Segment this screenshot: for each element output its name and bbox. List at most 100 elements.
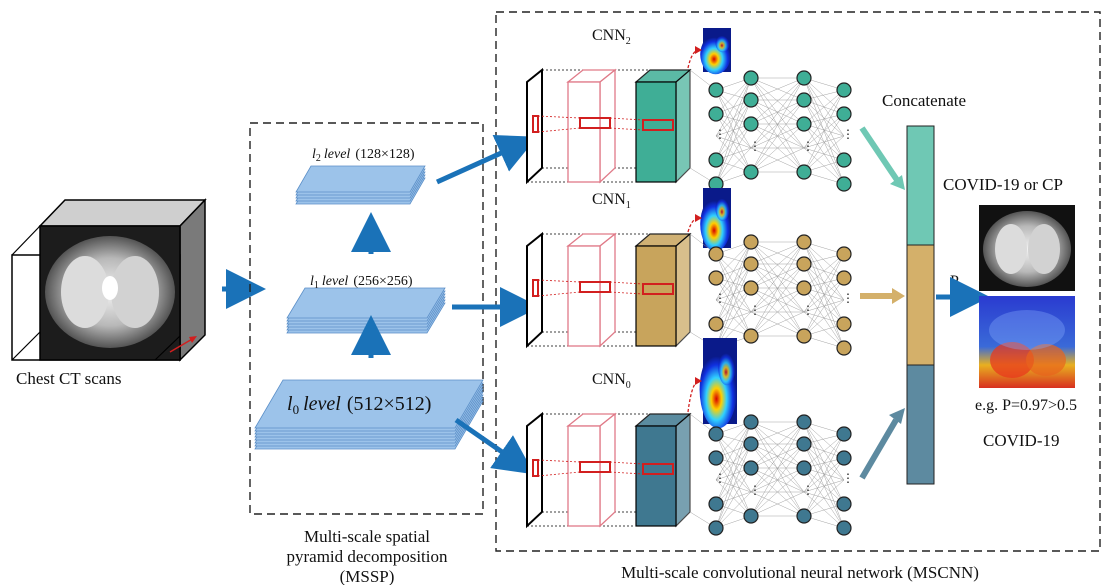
neuron-node	[836, 340, 852, 356]
kernel-box	[642, 463, 674, 475]
ellipsis: ⋮	[749, 483, 761, 497]
output-result: COVID-19	[983, 431, 1060, 450]
neuron-node	[743, 256, 759, 272]
output-ct-image	[979, 205, 1075, 291]
mssp-caption-2: pyramid decomposition	[286, 547, 448, 566]
input-label: Chest CT scans	[16, 369, 121, 388]
slice-direction-arrow	[169, 337, 195, 353]
neuron-node	[836, 316, 852, 332]
neuron-node	[796, 70, 812, 86]
pyramid-level-0-stack	[254, 379, 484, 450]
kernel-projection	[537, 279, 644, 297]
kernel-box	[532, 115, 539, 133]
concatenate-label: Concatenate	[882, 91, 966, 110]
level-1-label: l1 level (256×256)	[310, 274, 413, 291]
neuron-node	[796, 92, 812, 108]
neuron-node	[836, 106, 852, 122]
neuron-node	[743, 70, 759, 86]
neuron-node	[836, 176, 852, 192]
neuron-node	[743, 436, 759, 452]
ellipsis: ⋮	[714, 127, 726, 141]
ellipsis: ⋮	[749, 139, 761, 153]
neuron-node	[743, 460, 759, 476]
neuron-node	[836, 82, 852, 98]
concat-segment-cnn1	[906, 244, 935, 366]
neuron-node	[743, 280, 759, 296]
cnn2-dense-network: ⋮ ⋮ ⋮ ⋮	[689, 69, 854, 192]
branch-cnn1: CNN1 ⋮ ⋮ ⋮ ⋮	[526, 188, 854, 356]
branch-cnn0: CNN0 ⋮ ⋮ ⋮ ⋮	[526, 338, 854, 536]
kernel-box	[579, 461, 611, 473]
cnn1-dense-network: ⋮ ⋮ ⋮ ⋮	[689, 233, 854, 356]
neuron-node	[708, 82, 724, 98]
kernel-projection	[537, 459, 644, 477]
neuron-node	[796, 280, 812, 296]
pyramid-slice	[286, 287, 446, 319]
neuron-node	[836, 246, 852, 262]
neuron-node	[796, 414, 812, 430]
mssp-caption-3: (MSSP)	[340, 567, 395, 585]
pyramid-level-1-stack	[286, 287, 446, 334]
cnn2-conv-block	[634, 68, 692, 184]
neuron-node	[708, 520, 724, 536]
ellipsis: ⋮	[802, 139, 814, 153]
cnn1-feature-map	[566, 232, 617, 348]
cnn0-heatmap	[699, 338, 737, 429]
cnn0-input-slice	[526, 411, 650, 529]
neuron-node	[743, 92, 759, 108]
cnn2-feature-map	[566, 68, 617, 184]
p-label: P	[950, 273, 959, 290]
neuron-node	[708, 152, 724, 168]
kernel-box	[579, 117, 611, 129]
ellipsis: ⋮	[802, 303, 814, 317]
neuron-node	[708, 246, 724, 262]
kernel-box	[642, 119, 674, 131]
mssp-caption-1: Multi-scale spatial	[304, 527, 430, 546]
kernel-box	[579, 281, 611, 293]
neuron-node	[743, 414, 759, 430]
neuron-node	[743, 328, 759, 344]
neuron-node	[708, 496, 724, 512]
cnn0-label: CNN0	[592, 371, 631, 391]
output-title: COVID-19 or CP	[943, 175, 1063, 194]
neuron-node	[743, 164, 759, 180]
l0-to-cnn0-arrow	[454, 417, 535, 475]
ellipsis: ⋮	[802, 483, 814, 497]
level-2-label: l2 level (128×128)	[312, 147, 415, 164]
concat-segment-cnn2	[906, 125, 935, 246]
neuron-node	[796, 164, 812, 180]
cnn0-conv-block	[634, 412, 692, 528]
neuron-node	[796, 256, 812, 272]
neuron-node	[836, 270, 852, 286]
cnn2-to-concat-arrow	[859, 126, 900, 182]
neuron-node	[836, 152, 852, 168]
neuron-node	[796, 328, 812, 344]
kernel-box	[532, 459, 539, 477]
neuron-node	[836, 450, 852, 466]
kernel-box	[642, 283, 674, 295]
pyramid-slice	[295, 165, 426, 193]
cnn1-input-slice	[526, 231, 650, 349]
example-probability: e.g. P=0.97>0.5	[975, 397, 1077, 414]
level-0-label: l0 level (512×512)	[287, 393, 431, 417]
neuron-node	[796, 460, 812, 476]
pyramid-level-2-stack	[295, 165, 426, 205]
neuron-node	[836, 496, 852, 512]
neuron-node	[708, 106, 724, 122]
ellipsis: ⋮	[842, 291, 854, 305]
heatmap-pointer-arrow	[687, 380, 700, 413]
mscnn-caption: Multi-scale convolutional neural network…	[621, 563, 979, 582]
neuron-node	[743, 508, 759, 524]
ct-volume	[11, 198, 207, 362]
cnn0-to-concat-arrow	[859, 418, 899, 480]
neuron-node	[708, 426, 724, 442]
kernel-projection	[537, 115, 644, 133]
cnn1-label: CNN1	[592, 191, 631, 211]
pyramid-slice	[254, 379, 484, 429]
neuron-node	[708, 270, 724, 286]
neuron-node	[836, 426, 852, 442]
kernel-box	[532, 279, 539, 297]
output-heatmap-overlay	[979, 296, 1075, 388]
neuron-node	[743, 116, 759, 132]
